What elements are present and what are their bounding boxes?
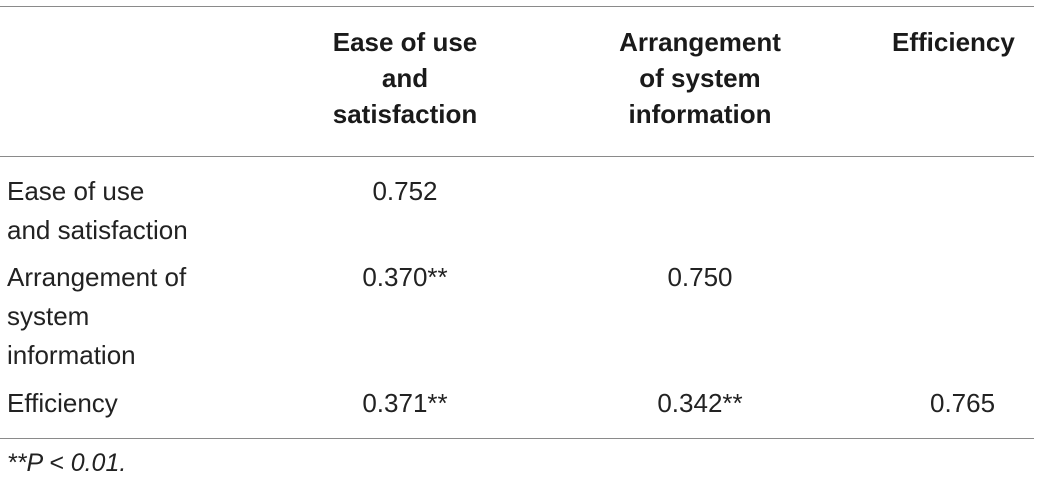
table-bottom-rule <box>0 438 1034 439</box>
table-cell: 0.370** <box>362 262 448 292</box>
table-cell: 0.342** <box>657 388 743 418</box>
table-footnote: **P < 0.01. <box>7 449 127 477</box>
table-cell: 0.750 <box>667 262 733 292</box>
table-cell: 0.371** <box>362 388 448 418</box>
table-header-rule <box>0 156 1034 157</box>
table-cell: 0.765 <box>930 388 996 418</box>
row-label-efficiency: Efficiency <box>7 388 118 418</box>
row-label-arrangement: Arrangement of system information <box>7 262 187 370</box>
table-cell: 0.752 <box>372 176 438 206</box>
row-label-ease-of-use: Ease of use and satisfaction <box>7 176 188 245</box>
table-top-rule <box>0 6 1034 7</box>
column-header-efficiency: Efficiency <box>892 27 1015 57</box>
column-header-ease-of-use: Ease of use and satisfaction <box>332 27 478 129</box>
column-header-arrangement: Arrangement of system information <box>619 27 781 129</box>
